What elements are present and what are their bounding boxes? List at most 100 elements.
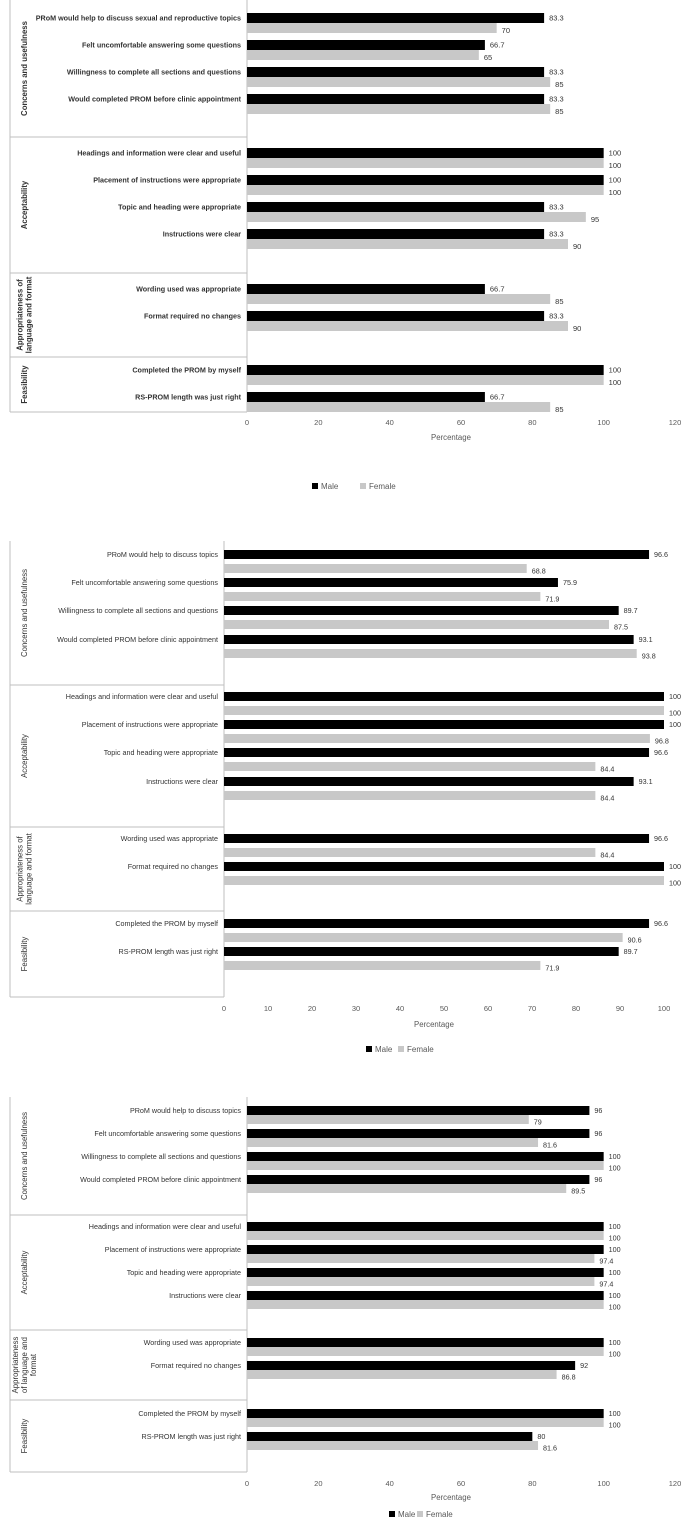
value-label-male: 93.1 xyxy=(639,635,653,644)
bar-female xyxy=(224,848,596,857)
value-label-female: 86.8 xyxy=(562,1373,576,1382)
value-label-female: 100 xyxy=(609,1234,621,1243)
bar-male xyxy=(224,606,619,615)
value-label-male: 93.1 xyxy=(639,777,653,786)
legend-swatch-male xyxy=(366,1046,372,1052)
x-tick-label: 120 xyxy=(669,1479,681,1488)
value-label-male: 100 xyxy=(609,1409,621,1418)
legend-label-male: Male xyxy=(321,482,339,491)
x-tick-label: 60 xyxy=(457,1479,465,1488)
group-label: Feasibility xyxy=(20,365,29,404)
value-label-male: 96.6 xyxy=(654,748,668,757)
bar-male xyxy=(247,365,604,375)
bar-female xyxy=(247,1418,604,1427)
item-label: Felt uncomfortable answering some questi… xyxy=(94,1129,241,1138)
bar-male xyxy=(247,148,604,158)
value-label-male: 83.3 xyxy=(549,312,564,321)
group-label-line: language and format xyxy=(25,276,34,353)
x-tick-label: 0 xyxy=(222,1004,226,1013)
value-label-male: 96 xyxy=(594,1175,602,1184)
value-label-female: 68.8 xyxy=(532,567,546,576)
value-label-male: 66.7 xyxy=(490,285,505,294)
bar-male xyxy=(247,175,604,185)
value-label-male: 100 xyxy=(609,176,622,185)
group-label-line: language and format xyxy=(25,832,34,904)
value-label-male: 100 xyxy=(609,1152,621,1161)
legend-swatch-male xyxy=(389,1511,395,1517)
bar-female xyxy=(224,649,637,658)
bar-female xyxy=(224,762,596,771)
x-tick-label: 100 xyxy=(597,418,610,427)
value-label-female: 90.6 xyxy=(628,936,642,945)
bar-male xyxy=(247,67,545,77)
x-tick-label: 60 xyxy=(457,418,465,427)
value-label-female: 90 xyxy=(573,324,581,333)
bar-male xyxy=(247,1106,590,1115)
bar-female xyxy=(247,1184,567,1193)
item-label: Headings and information were clear and … xyxy=(66,692,219,701)
x-tick-label: 20 xyxy=(308,1004,316,1013)
bar-female xyxy=(247,1254,595,1263)
bar-female xyxy=(247,1138,539,1147)
group-label-line: Appropriateness of xyxy=(16,279,25,351)
bar-female xyxy=(224,564,527,573)
value-label-male: 66.7 xyxy=(490,393,505,402)
bar-female xyxy=(247,1231,604,1240)
bar-female xyxy=(224,791,596,800)
item-label: Would completed PROM before clinic appoi… xyxy=(68,95,241,104)
bar-female xyxy=(247,1115,529,1124)
bar-male xyxy=(247,1175,590,1184)
item-label: RS-PROM length was just right xyxy=(142,1432,241,1441)
value-label-male: 100 xyxy=(669,862,681,871)
bar-male xyxy=(224,748,650,757)
value-label-female: 100 xyxy=(609,1421,621,1430)
item-label: Completed the PROM by myself xyxy=(115,919,218,928)
value-label-female: 71.9 xyxy=(545,595,559,604)
value-label-female: 84.4 xyxy=(600,851,614,860)
value-label-female: 84.4 xyxy=(600,794,614,803)
legend-label-female: Female xyxy=(369,482,396,491)
bar-male xyxy=(247,1409,604,1418)
legend-swatch-female xyxy=(360,483,366,489)
item-label: Completed the PROM by myself xyxy=(138,1409,241,1418)
value-label-female: 90 xyxy=(573,242,581,251)
legend-label-female: Female xyxy=(426,1510,453,1519)
x-tick-label: 20 xyxy=(314,1479,322,1488)
value-label-female: 97.4 xyxy=(599,1280,613,1289)
item-label: RS-PROM length was just right xyxy=(135,393,241,402)
value-label-female: 65 xyxy=(484,53,492,62)
bar-female xyxy=(247,77,551,87)
item-label: RS-PROM length was just right xyxy=(119,947,218,956)
value-label-female: 96.8 xyxy=(655,737,669,746)
bar-female xyxy=(224,706,664,715)
bar-female xyxy=(247,158,604,168)
x-tick-label: 30 xyxy=(352,1004,360,1013)
group-label-line: format xyxy=(29,1353,38,1376)
item-label: PRoM would help to discuss topics xyxy=(130,1106,241,1115)
bar-female xyxy=(247,1441,539,1450)
bar-female xyxy=(247,104,551,114)
bar-female xyxy=(247,1370,557,1379)
value-label-female: 81.6 xyxy=(543,1444,557,1453)
x-tick-label: 100 xyxy=(597,1479,610,1488)
bar-male xyxy=(247,94,545,104)
x-tick-label: 100 xyxy=(658,1004,671,1013)
bar-male xyxy=(247,1361,576,1370)
value-label-female: 85 xyxy=(555,297,563,306)
item-label: Wording used was appropriate xyxy=(144,1338,241,1347)
bar-male xyxy=(224,919,650,928)
group-label: Acceptability xyxy=(20,734,29,778)
value-label-male: 96.6 xyxy=(654,919,668,928)
value-label-male: 100 xyxy=(609,1222,621,1231)
value-label-male: 75.9 xyxy=(563,578,577,587)
item-label: Instructions were clear xyxy=(169,1291,242,1300)
bar-female xyxy=(247,321,568,331)
bar-male xyxy=(224,692,664,701)
item-label: Felt uncomfortable answering some questi… xyxy=(71,578,218,587)
group-label-line: of language and xyxy=(20,1337,29,1393)
bar-male xyxy=(247,311,545,321)
bar-male xyxy=(247,1432,533,1441)
bar-female xyxy=(247,294,551,304)
value-label-male: 100 xyxy=(609,1338,621,1347)
value-label-female: 97.4 xyxy=(599,1257,613,1266)
